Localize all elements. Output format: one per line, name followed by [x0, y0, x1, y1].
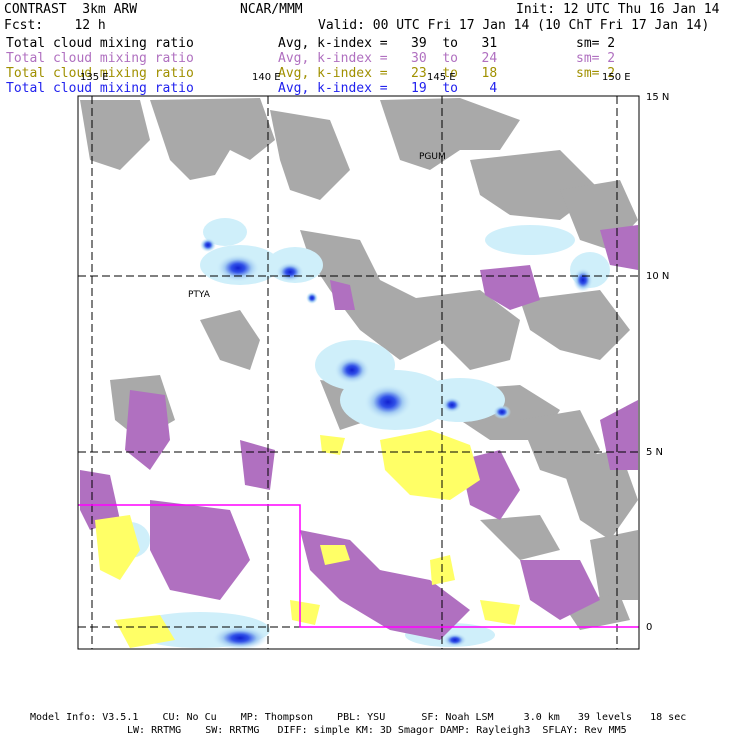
station-label-pgum: PGUM [419, 152, 446, 162]
legend-sm-2: sm= 2 [576, 51, 616, 66]
legend-label-1: Total cloud mixing ratio [6, 36, 194, 51]
lat-label-10n: 10 N [646, 271, 670, 282]
lon-label-145e: 145 E [427, 72, 456, 83]
yellow-cloud-layer [95, 430, 520, 648]
lat-label-5n: 5 N [646, 447, 664, 458]
legend-sm-3: sm= 2 [576, 66, 616, 81]
legend-stat-2: Avg, k-index = 30 to 24 [278, 51, 498, 66]
legend-stat-1: Avg, k-index = 39 to 31 [278, 36, 498, 51]
valid-time: Valid: 00 UTC Fri 17 Jan 14 (10 ChT Fri … [318, 18, 710, 33]
legend-label-4: Total cloud mixing ratio [6, 81, 194, 96]
model-info-line2: LW: RRTMG SW: RRTMG DIFF: simple KM: 3D … [127, 725, 627, 736]
lat-label-0: 0 [646, 622, 653, 633]
subdomain-box [78, 504, 639, 628]
lon-label-150e: 150 E [602, 72, 631, 83]
legend-label-3: Total cloud mixing ratio [6, 66, 194, 81]
legend-label-2: Total cloud mixing ratio [6, 51, 194, 66]
station-label-ptya: PTYA [188, 290, 210, 300]
map-frame [77, 95, 640, 650]
init-time: Init: 12 UTC Thu 16 Jan 14 [516, 2, 720, 17]
forecast-hour: Fcst: 12 h [4, 18, 106, 33]
legend-stat-3: Avg, k-index = 23 to 18 [278, 66, 498, 81]
lon-label-140e: 140 E [252, 72, 281, 83]
lon-label-135e: 135 E [80, 72, 109, 83]
legend-stat-4: Avg, k-index = 19 to 4 [278, 81, 498, 96]
lat-label-15n: 15 N [646, 92, 670, 103]
model-info-line1: Model Info: V3.5.1 CU: No Cu MP: Thompso… [30, 712, 687, 723]
blue-core-layer [200, 238, 593, 649]
organization-label: NCAR/MMM [240, 2, 303, 17]
legend-sm-1: sm= 2 [576, 36, 616, 51]
model-title: CONTRAST 3km ARW [4, 2, 138, 17]
